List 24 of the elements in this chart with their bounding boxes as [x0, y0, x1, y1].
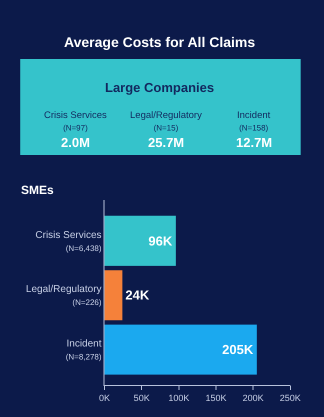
x-tick-label: 0K	[99, 392, 110, 403]
x-tick-label: 150K	[205, 392, 226, 403]
bar	[104, 270, 122, 320]
data-label: 2.0M	[61, 135, 90, 150]
y-tick-label: Incident (N=8,278)	[66, 338, 102, 362]
data-label: 12.7M	[236, 135, 272, 150]
data-label: 205K	[222, 342, 254, 358]
chart-title: SMEs	[21, 183, 54, 197]
text: Average Costs for All Claims	[64, 34, 256, 50]
category-label: Incident (N=158)	[237, 110, 271, 132]
x-tick-label: 50K	[134, 392, 150, 403]
x-tick-label: 100K	[168, 392, 190, 403]
bar	[104, 324, 257, 375]
data-label: 25.7M	[148, 135, 184, 150]
data-label: 24K	[125, 288, 150, 303]
y-tick-label: Crisis Services (N=6,438)	[35, 230, 102, 253]
x-tick-label: 250K	[280, 392, 301, 403]
text: Large Companies	[105, 80, 214, 95]
category-label: Crisis Services (N=97)	[44, 110, 108, 132]
bar	[104, 216, 176, 266]
data-label: 96K	[148, 233, 173, 248]
x-tick-label: 200K	[242, 392, 264, 403]
category-label: Legal/Regulatory (N=15)	[130, 110, 202, 132]
y-tick-label: Legal/Regulatory (N=226)	[26, 284, 102, 308]
